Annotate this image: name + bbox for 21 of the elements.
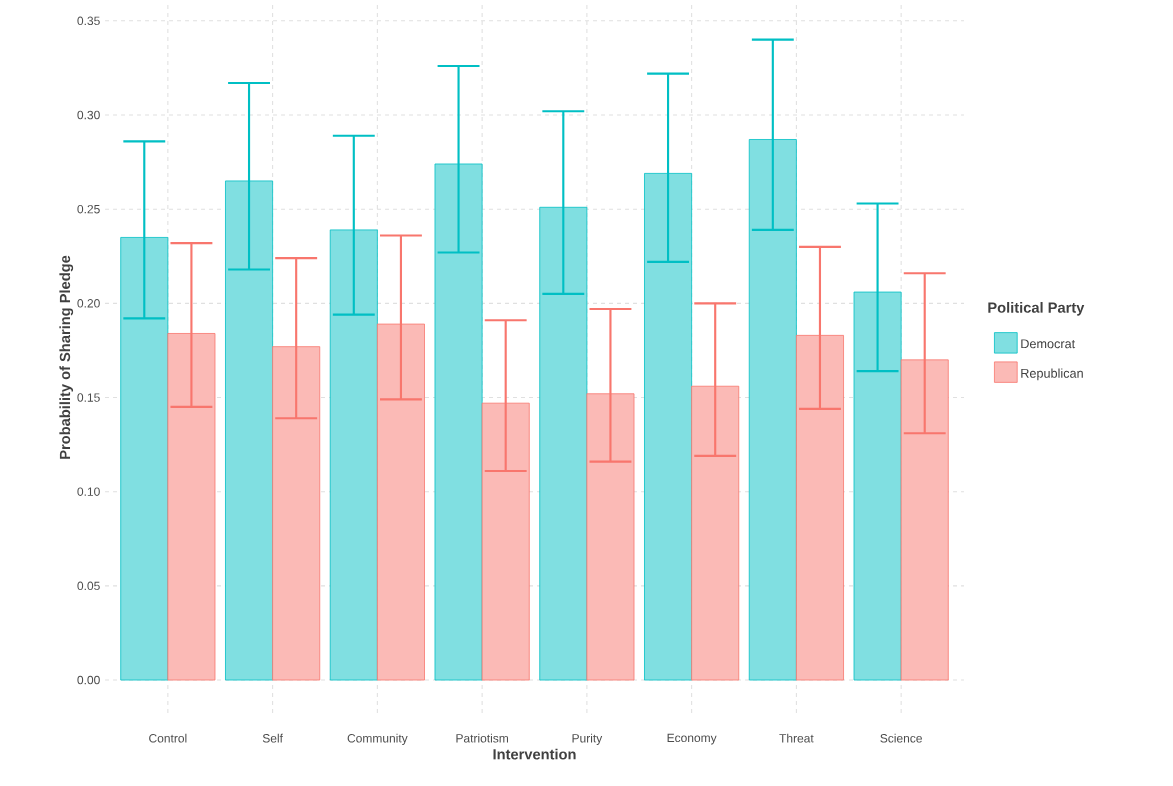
legend-title: Political Party: [988, 302, 1085, 316]
y-tick-label: 0.20: [77, 299, 100, 308]
y-tick-label: 0.35: [77, 16, 100, 26]
y-tick-label: 0.00: [77, 675, 100, 685]
y-tick-label: 0.30: [77, 110, 100, 120]
y-tick-label: 0.05: [77, 581, 100, 591]
y-axis-title: Probability of Sharing Pledge: [59, 255, 74, 459]
x-tick-label: Self: [262, 733, 283, 743]
x-tick-label: Purity: [572, 733, 603, 745]
y-tick-label: 0.15: [77, 393, 100, 402]
y-tick-label: 0.10: [77, 487, 100, 496]
x-axis-title: Intervention: [493, 748, 576, 760]
x-tick-label: Threat: [779, 733, 814, 743]
legend-label: Democrat: [1021, 339, 1076, 349]
x-tick-label: Community: [347, 733, 408, 745]
x-tick-label: Science: [880, 733, 922, 743]
x-tick-label: Patriotism: [456, 733, 508, 743]
x-tick-label: Economy: [667, 733, 717, 745]
legend-label: Republican: [1021, 368, 1083, 381]
y-tick-label: 0.25: [77, 204, 100, 214]
x-tick-label: Control: [149, 733, 187, 743]
